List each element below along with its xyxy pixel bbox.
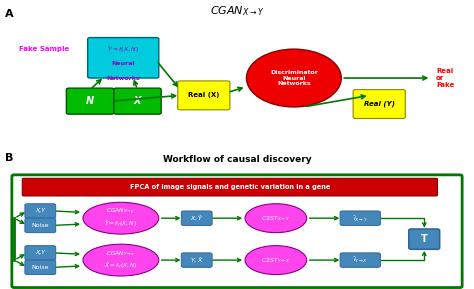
FancyBboxPatch shape [114, 88, 161, 114]
FancyBboxPatch shape [353, 90, 405, 118]
FancyBboxPatch shape [88, 38, 159, 78]
Text: $C2ST_{X\rightarrow Y}$: $C2ST_{X\rightarrow Y}$ [261, 214, 291, 223]
Text: $\mathit{CGAN}_{Y\rightarrow x}$: $\mathit{CGAN}_{Y\rightarrow x}$ [106, 249, 136, 258]
Text: $\hat{X}=f_Y(X,N)$: $\hat{X}=f_Y(X,N)$ [104, 260, 138, 271]
Text: $\hat{Y}=f_Y(X,N)$: $\hat{Y}=f_Y(X,N)$ [104, 218, 137, 229]
Text: Real (Y): Real (Y) [364, 101, 395, 107]
Text: $\mathit{CGAN}_{X\rightarrow y}$: $\mathit{CGAN}_{X\rightarrow y}$ [106, 207, 136, 217]
Text: $\hat{i}_{X\rightarrow Y}$: $\hat{i}_{X\rightarrow Y}$ [353, 213, 368, 223]
Text: Networks: Networks [107, 75, 140, 81]
FancyBboxPatch shape [66, 88, 114, 114]
Text: $\hat{Y}=f(X,N)$: $\hat{Y}=f(X,N)$ [107, 44, 139, 55]
FancyBboxPatch shape [25, 218, 56, 233]
FancyBboxPatch shape [409, 229, 439, 249]
Text: Noise: Noise [32, 223, 49, 228]
FancyBboxPatch shape [181, 253, 212, 267]
FancyBboxPatch shape [340, 211, 380, 225]
Text: Real
or
Fake: Real or Fake [436, 68, 455, 88]
Text: A: A [5, 9, 13, 19]
Ellipse shape [245, 204, 307, 233]
Ellipse shape [83, 202, 159, 234]
Text: X: X [134, 96, 141, 106]
Text: $X,\hat{Y}$: $X,\hat{Y}$ [190, 214, 204, 223]
Text: $\mathit{CGAN}_{X\rightarrow Y}$: $\mathit{CGAN}_{X\rightarrow Y}$ [210, 4, 264, 18]
Text: Workflow of causal discovery: Workflow of causal discovery [163, 155, 311, 164]
Text: $C2ST_{Y\rightarrow X}$: $C2ST_{Y\rightarrow X}$ [261, 256, 291, 264]
FancyBboxPatch shape [25, 204, 56, 218]
Text: FPCA of image signals and genetic variation in a gene: FPCA of image signals and genetic variat… [130, 184, 330, 190]
Text: $Y,\hat{X}$: $Y,\hat{X}$ [190, 255, 203, 265]
Ellipse shape [83, 244, 159, 276]
Ellipse shape [245, 246, 307, 275]
Text: Noise: Noise [32, 265, 49, 270]
Text: X,Y: X,Y [35, 208, 46, 214]
Text: Neural: Neural [111, 61, 135, 66]
FancyBboxPatch shape [25, 246, 56, 260]
Text: N: N [86, 96, 94, 106]
FancyBboxPatch shape [25, 260, 56, 275]
FancyBboxPatch shape [181, 211, 212, 225]
FancyBboxPatch shape [22, 178, 438, 196]
Text: Fake Sample: Fake Sample [19, 46, 69, 52]
Text: Discriminator
Neural
Networks: Discriminator Neural Networks [270, 70, 318, 86]
Ellipse shape [246, 49, 341, 107]
Text: X,Y: X,Y [35, 250, 46, 255]
Text: Real (X): Real (X) [188, 92, 219, 98]
FancyBboxPatch shape [178, 81, 230, 110]
Text: B: B [5, 153, 13, 163]
Text: T: T [421, 234, 428, 244]
Text: $\hat{i}_{Y\rightarrow X}$: $\hat{i}_{Y\rightarrow X}$ [353, 255, 368, 265]
FancyBboxPatch shape [340, 253, 380, 267]
